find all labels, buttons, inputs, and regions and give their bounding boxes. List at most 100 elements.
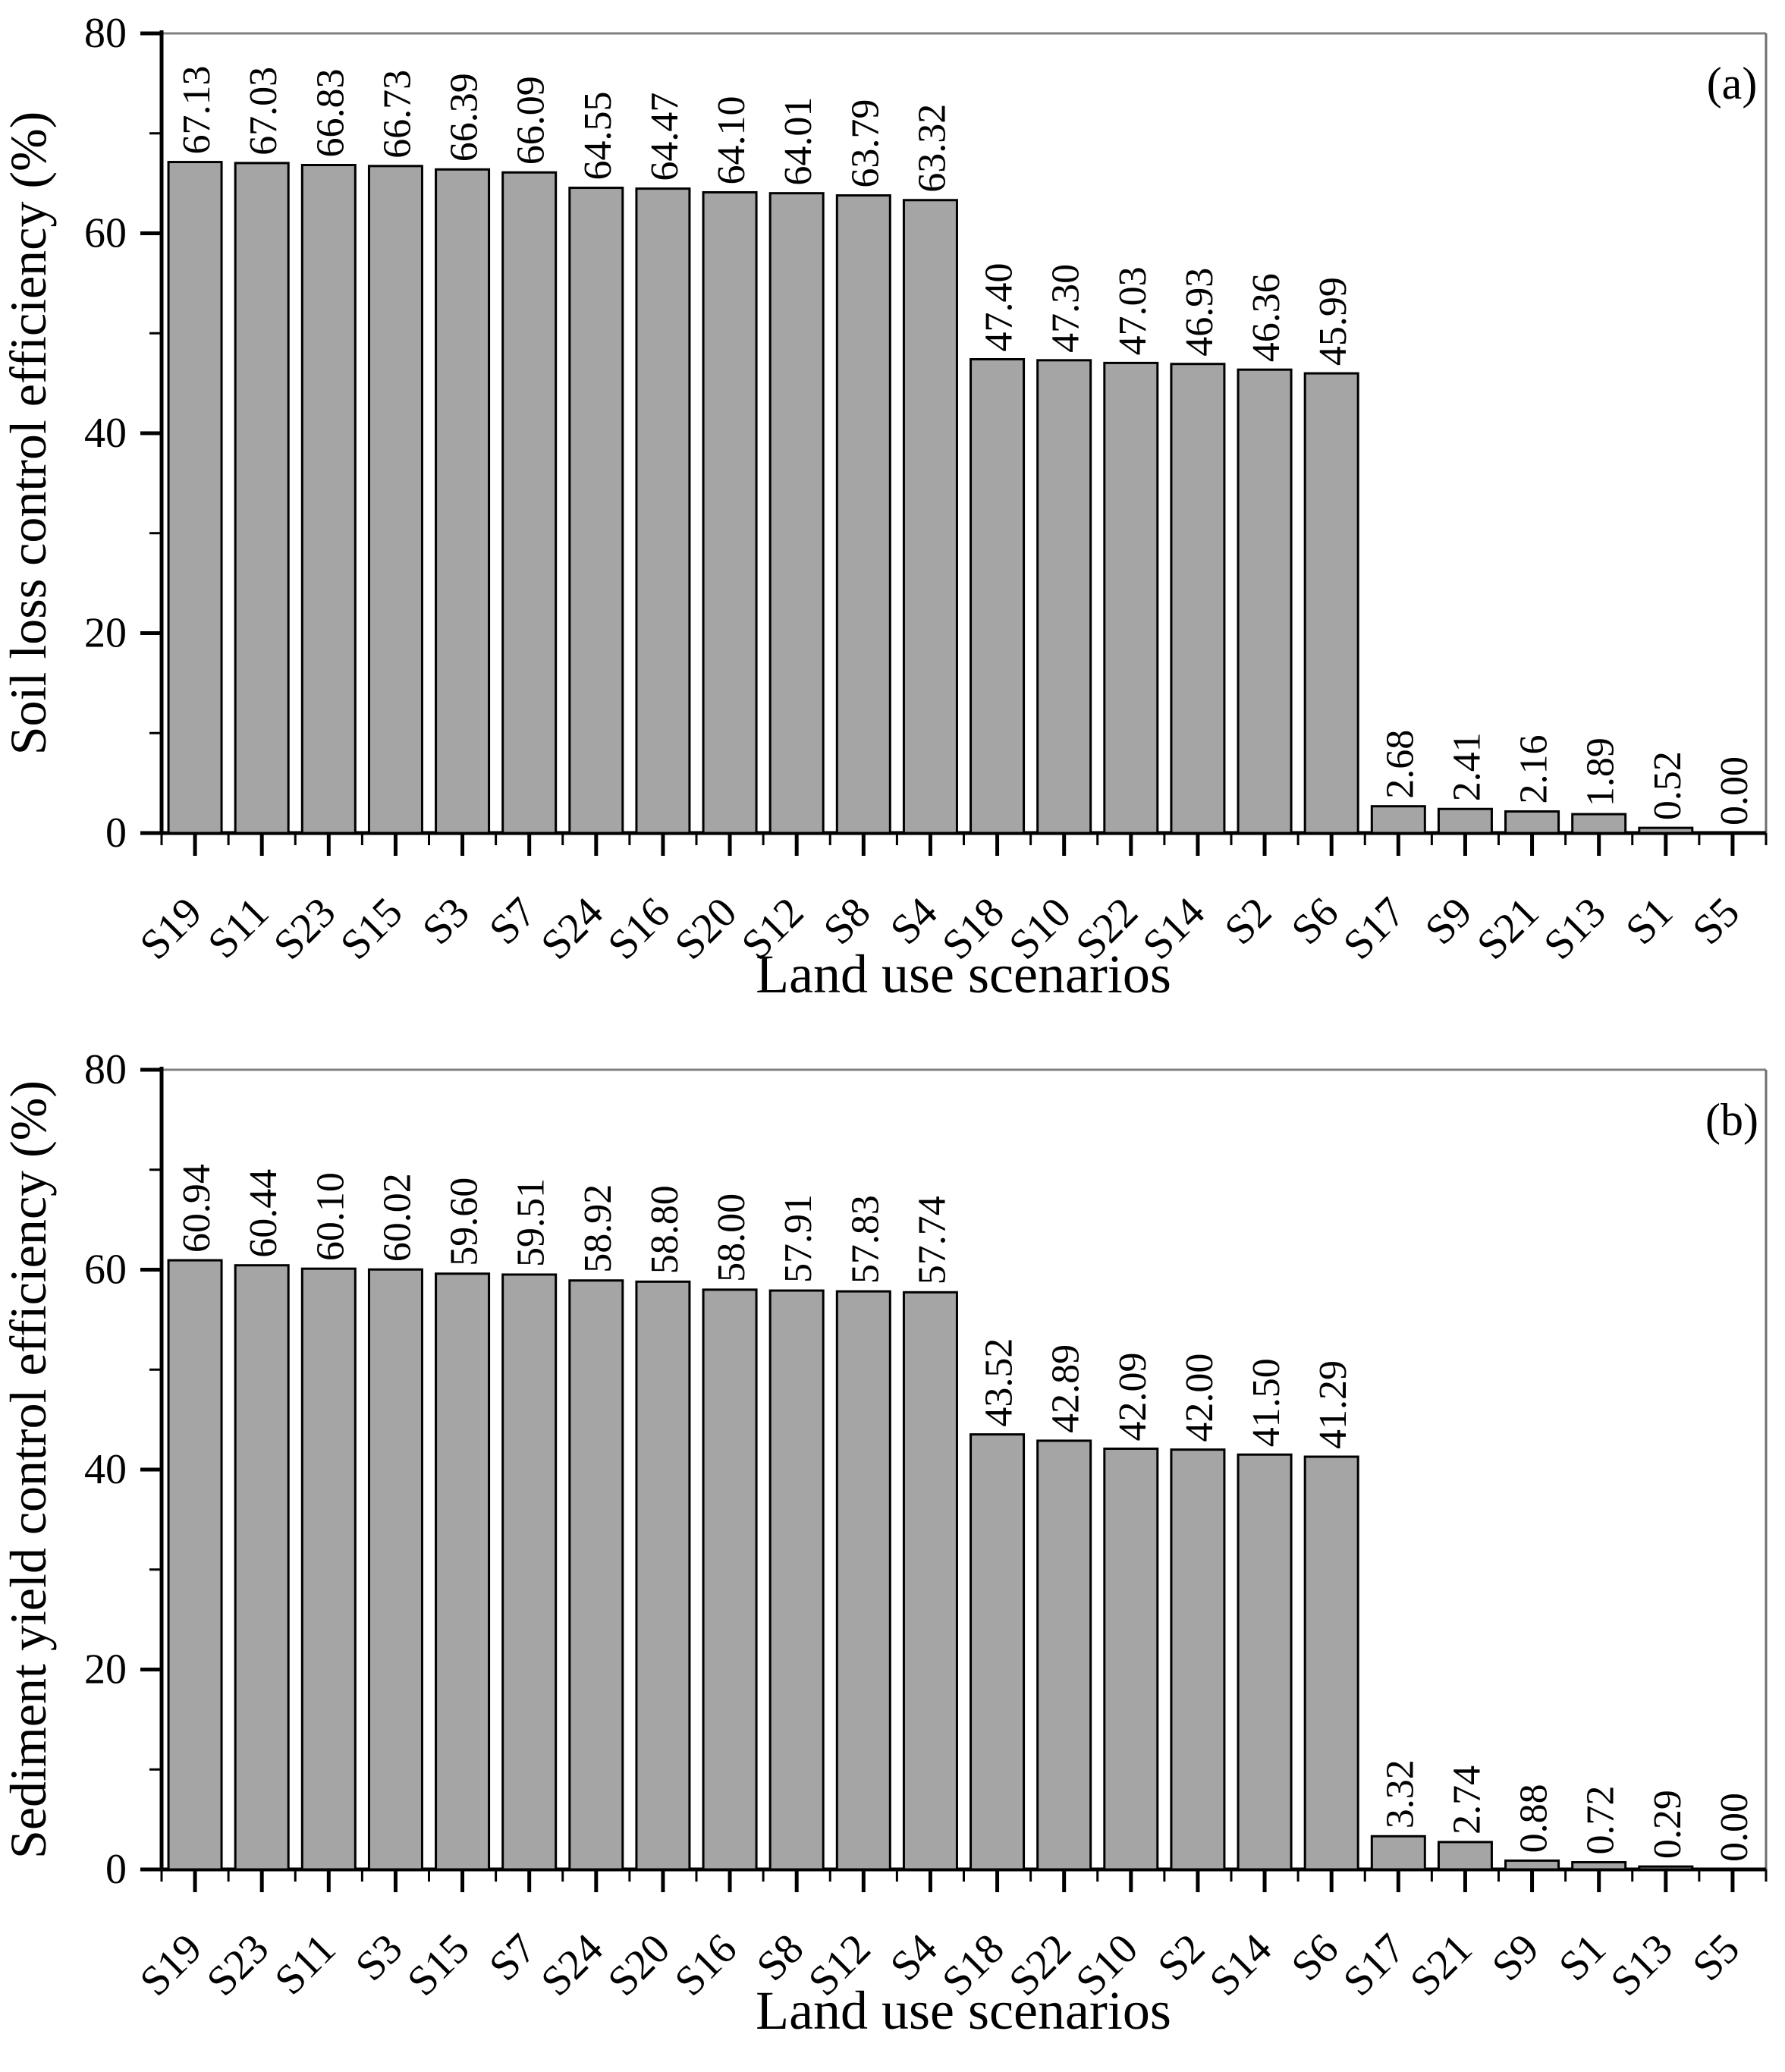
x-tick-label: S3 — [413, 888, 479, 954]
x-tick-label: S16 — [666, 1925, 746, 2004]
y-tick-label: 0 — [105, 810, 127, 857]
bar — [568, 1279, 624, 1871]
bar-value-label: 0.29 — [1646, 1790, 1689, 1859]
x-tick-label: S19 — [131, 1925, 211, 2004]
y-tick-label: 60 — [84, 210, 127, 257]
bar-value-label: 46.93 — [1178, 268, 1221, 357]
panel-a-soil-loss-chart: 0 20 40 60 80 S19 67.13 S11 67.03 S23 66.83 S15 66.7… — [0, 10, 1768, 1005]
panel-b-sediment-yield-chart: 0 20 40 60 80 S19 60.94 S23 60.44 S11 60.10 S3 60.02… — [0, 1046, 1768, 2041]
x-tick-label: S5 — [1683, 1925, 1749, 1990]
panel-a-x-axis-title: Land use scenarios — [756, 944, 1171, 1005]
bar-value-label: 63.32 — [910, 104, 954, 193]
x-tick-label: S15 — [398, 1925, 478, 2004]
bar — [1638, 1865, 1694, 1871]
x-tick-label: S2 — [1216, 888, 1281, 954]
bar-value-label: 0.52 — [1646, 751, 1689, 820]
bar — [702, 190, 758, 835]
x-tick-label: S17 — [1334, 1925, 1414, 2004]
bar-value-label: 41.50 — [1245, 1358, 1288, 1447]
bar — [234, 1264, 290, 1871]
x-tick-label: S3 — [347, 1925, 412, 1990]
bar — [1170, 1448, 1226, 1871]
bar-value-label: 42.00 — [1178, 1354, 1221, 1442]
bar — [1036, 359, 1092, 835]
bar — [1370, 1835, 1426, 1871]
bar — [1303, 372, 1359, 835]
bar-value-label: 63.79 — [844, 99, 887, 188]
x-tick-label: S13 — [1602, 1925, 1682, 2004]
bar-value-label: 64.47 — [643, 93, 687, 181]
x-tick-label: S23 — [265, 888, 344, 968]
y-tick-label: 40 — [84, 410, 127, 457]
bar — [902, 1291, 958, 1871]
bar — [1303, 1455, 1359, 1871]
bar — [835, 194, 891, 835]
bar — [1638, 826, 1694, 835]
bar-value-label: 57.83 — [844, 1195, 887, 1284]
bar — [167, 161, 223, 835]
x-tick-label: S15 — [332, 888, 411, 968]
bar — [167, 1259, 223, 1871]
x-tick-label: S6 — [1283, 1925, 1348, 1990]
bar — [435, 1272, 491, 1871]
bar-value-label: 66.09 — [510, 76, 553, 165]
bar — [1103, 361, 1159, 835]
y-tick-label: 80 — [84, 1046, 127, 1093]
bar-value-label: 60.44 — [242, 1169, 285, 1258]
x-tick-label: S20 — [666, 888, 746, 968]
bar-value-label: 67.03 — [242, 67, 285, 156]
bar-value-label: 42.89 — [1045, 1344, 1088, 1433]
bar-value-label: 3.32 — [1378, 1759, 1422, 1828]
bar — [367, 1268, 423, 1871]
bar-value-label: 67.13 — [175, 66, 218, 155]
bar-value-label: 66.73 — [376, 70, 419, 159]
x-tick-label: S24 — [533, 888, 612, 968]
bar — [1504, 810, 1560, 835]
bar — [1437, 807, 1493, 835]
bar — [969, 358, 1026, 835]
bar-value-label: 58.00 — [710, 1193, 753, 1282]
bar — [234, 162, 290, 835]
x-tick-label: S1 — [1617, 888, 1682, 954]
bar-value-label: 0.00 — [1713, 1793, 1756, 1862]
bar-value-label: 45.99 — [1312, 277, 1355, 366]
bar — [1237, 1453, 1293, 1871]
bar — [969, 1433, 1026, 1871]
bar — [1571, 1861, 1627, 1871]
panel-b-y-axis-title: Sediment yield control efficiency (%) — [0, 1080, 57, 1859]
bar-value-label: 43.52 — [978, 1338, 1021, 1427]
x-tick-label: S23 — [198, 1925, 278, 2004]
bar — [568, 187, 624, 835]
bar-value-label: 57.74 — [910, 1196, 954, 1284]
x-tick-label: S20 — [599, 1925, 679, 2004]
y-tick-label: 20 — [84, 610, 127, 657]
bar — [635, 1280, 691, 1871]
x-tick-label: S1 — [1550, 1925, 1615, 1990]
x-tick-label: S11 — [266, 1925, 345, 2004]
x-tick-label: S9 — [1483, 1925, 1548, 1990]
panel-a-letter-label: (a) — [1707, 58, 1758, 108]
bar-value-label: 66.83 — [309, 69, 352, 158]
bar-value-label: 60.94 — [175, 1164, 218, 1253]
bar-value-label: 46.36 — [1245, 273, 1288, 362]
bar-value-label: 66.39 — [443, 73, 486, 162]
bar — [367, 165, 423, 835]
bar-value-label: 42.09 — [1111, 1352, 1155, 1441]
bar-value-label: 0.00 — [1713, 756, 1756, 825]
bar-value-label: 59.60 — [443, 1177, 486, 1266]
panel-b-letter-label: (b) — [1705, 1095, 1758, 1145]
y-tick-label: 60 — [84, 1247, 127, 1294]
bar — [1036, 1439, 1092, 1871]
x-tick-label: S9 — [1416, 888, 1482, 954]
bar — [501, 171, 558, 835]
bar — [835, 1290, 891, 1871]
bar-value-label: 1.89 — [1579, 737, 1623, 806]
bar — [501, 1273, 558, 1871]
bar-value-label: 2.41 — [1445, 732, 1488, 801]
bar — [1237, 368, 1293, 835]
x-tick-label: S21 — [1401, 1925, 1481, 2004]
bar-value-label: 58.80 — [643, 1185, 687, 1274]
x-tick-label: S7 — [480, 1925, 545, 1990]
y-tick-label: 40 — [84, 1446, 127, 1493]
